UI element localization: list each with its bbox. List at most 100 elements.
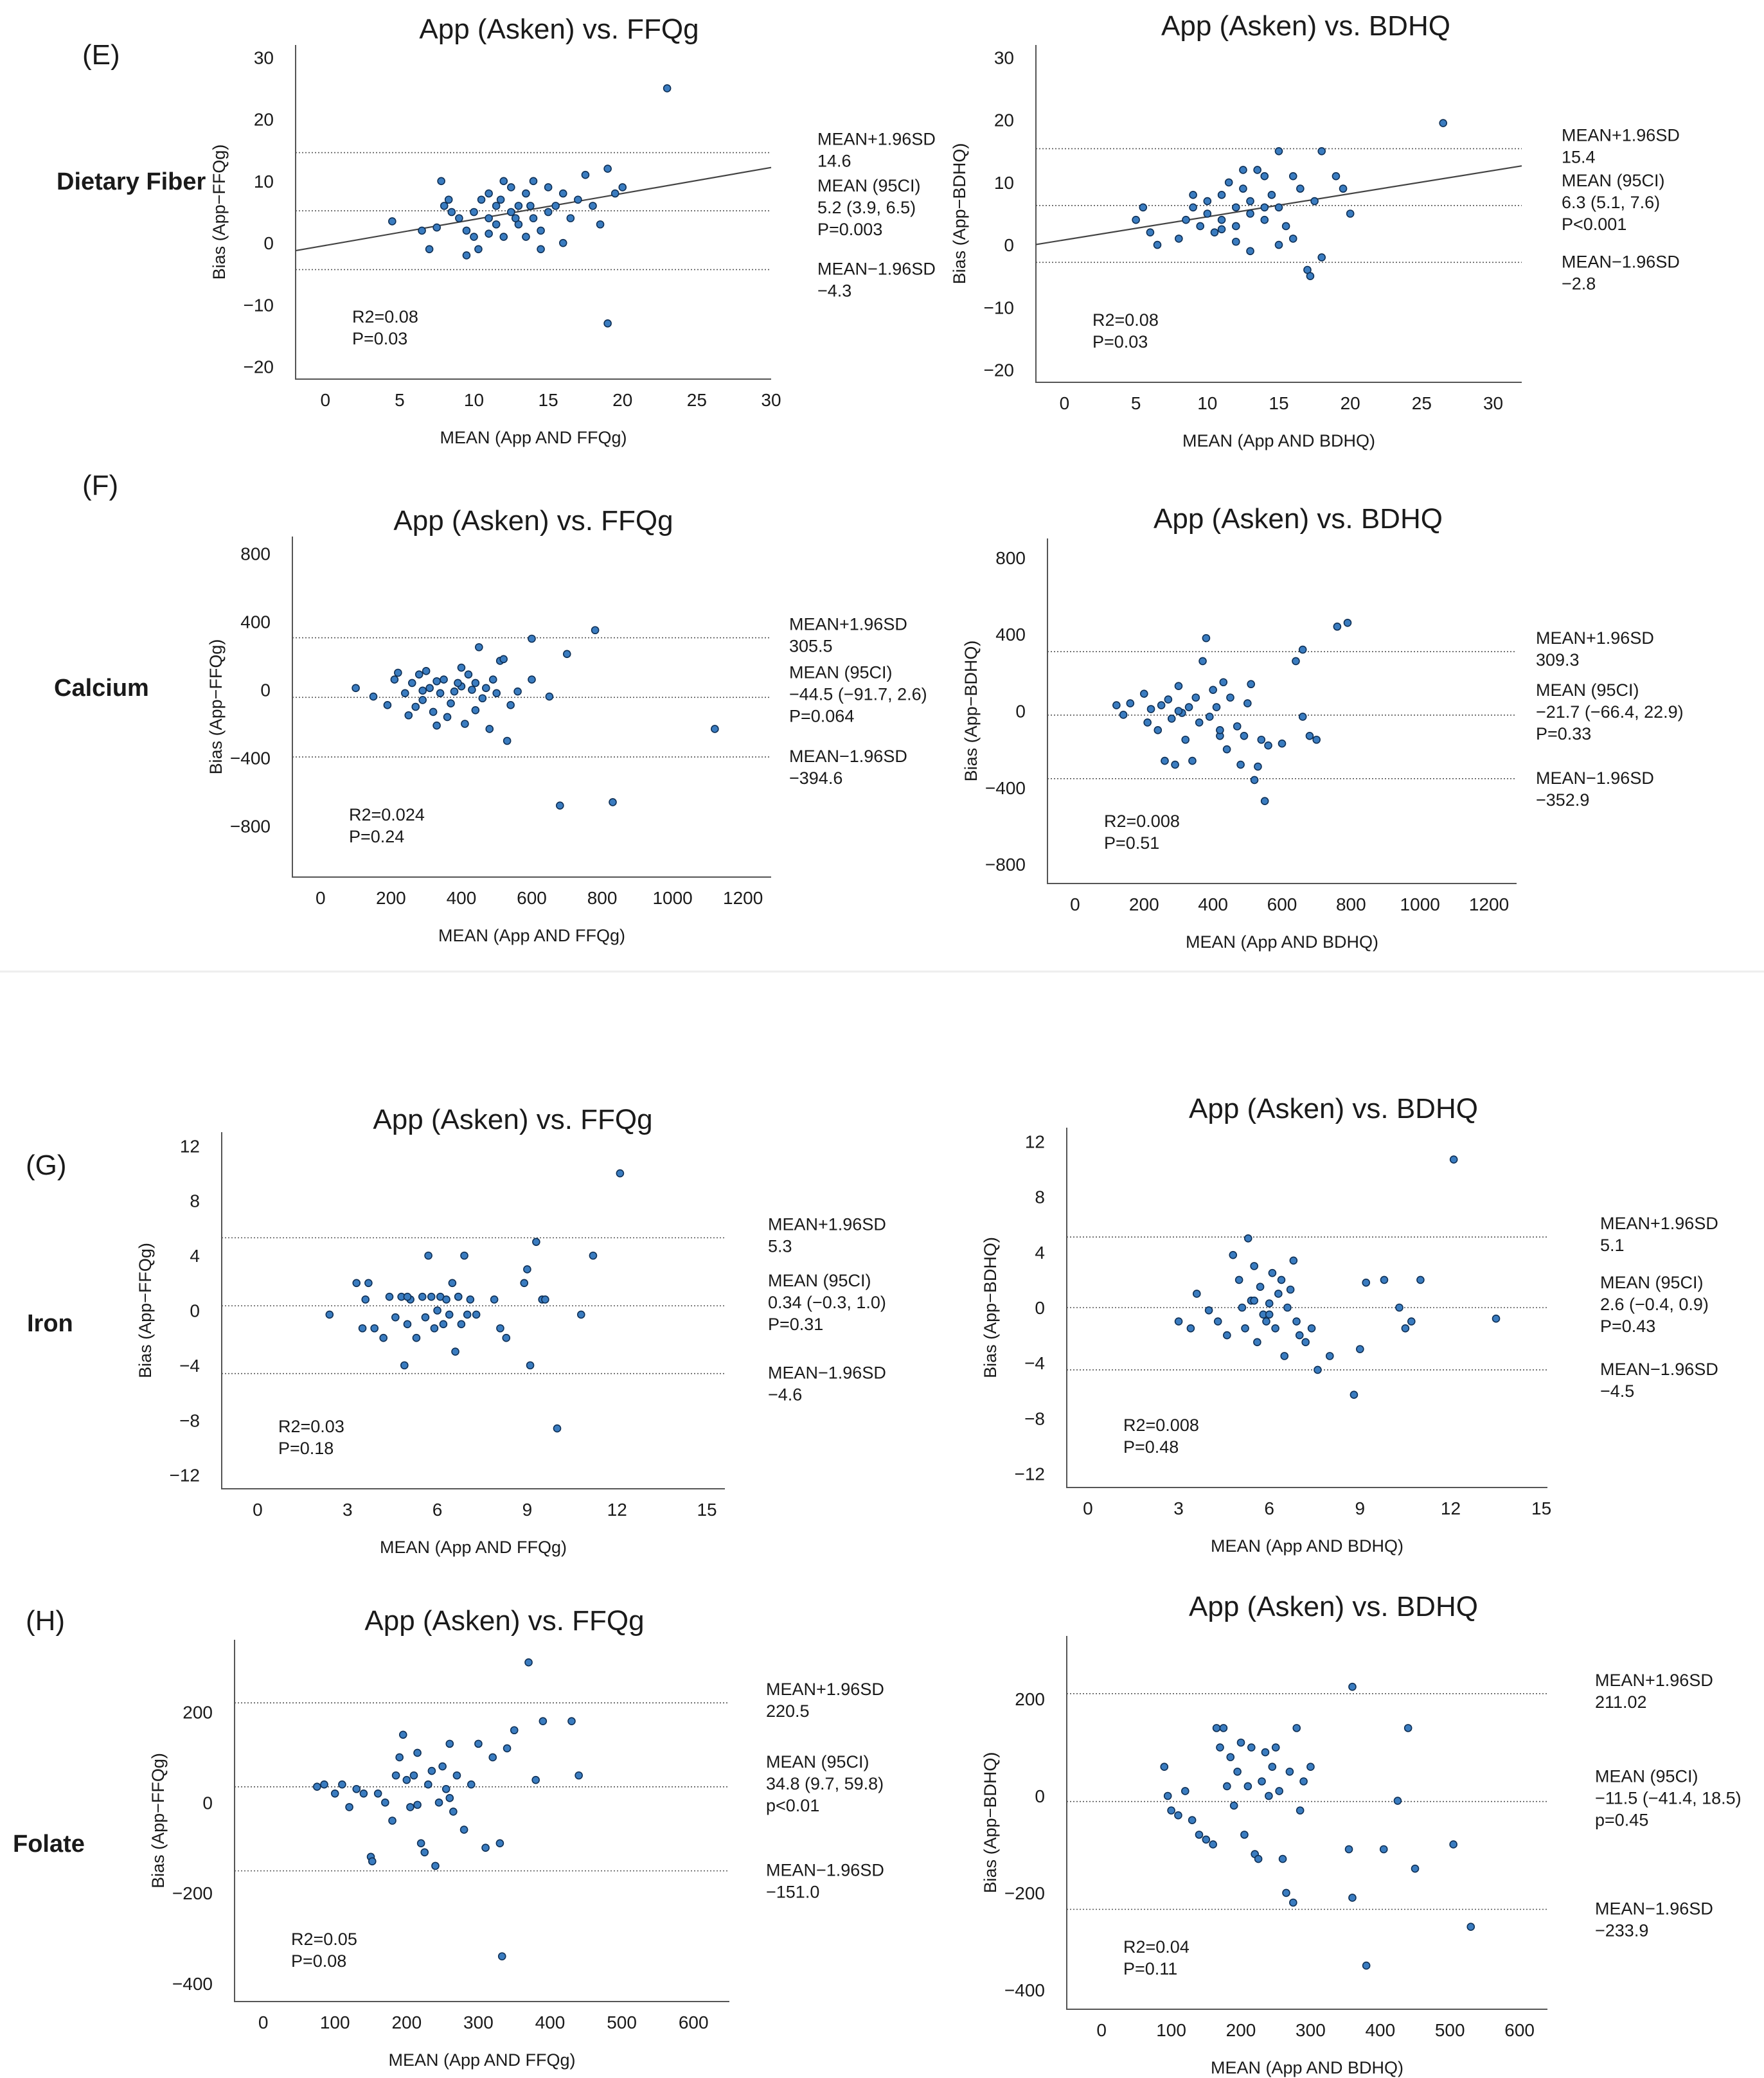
x-tick-label: 1200 — [1469, 894, 1509, 914]
data-point — [440, 675, 448, 684]
data-point — [1192, 1290, 1201, 1298]
data-point — [1260, 203, 1269, 212]
chart-title: App (Asken) vs. BDHQ — [1161, 10, 1450, 42]
y-tick-label: −20 — [244, 357, 274, 377]
annotation-mean: 5.2 (3.9, 6.5) — [817, 198, 916, 217]
annotation-upper-limit: 14.6 — [817, 152, 851, 171]
data-point — [1160, 1763, 1169, 1772]
data-point — [352, 1784, 361, 1793]
chart-f2: App (Asken) vs. BDHQ 0 200 400 600 800 1000 120… — [961, 503, 1684, 952]
data-point — [1229, 1250, 1238, 1259]
data-point — [1229, 1801, 1238, 1810]
data-point — [1217, 225, 1226, 234]
y-axis-label: Bias (App−BDHQ) — [981, 1237, 1000, 1378]
x-tick-label: 15 — [1269, 393, 1288, 413]
y-tick-label: 30 — [994, 48, 1014, 67]
data-point — [1299, 1777, 1308, 1786]
data-point — [1132, 215, 1140, 224]
data-point — [1204, 1306, 1213, 1315]
data-point — [434, 1798, 443, 1807]
data-point — [1289, 1898, 1297, 1907]
annotation-lower-limit: −394.6 — [789, 768, 842, 788]
data-point — [445, 1739, 454, 1748]
data-point — [616, 1169, 625, 1178]
x-tick-label: 1000 — [652, 888, 692, 908]
data-point — [514, 202, 523, 210]
annotation-upper-limit: MEAN+1.96SD — [817, 130, 936, 149]
data-point — [1403, 1724, 1412, 1732]
data-point — [502, 1333, 511, 1342]
data-point — [1139, 689, 1148, 698]
data-point — [1180, 1787, 1189, 1795]
annotation-mean: 6.3 (5.1, 7.6) — [1562, 193, 1660, 212]
x-tick-label: 12 — [1441, 1498, 1461, 1518]
data-point — [1466, 1923, 1475, 1931]
data-point — [391, 1771, 400, 1780]
data-point — [451, 1347, 459, 1356]
data-point — [1238, 1303, 1247, 1312]
data-point — [1175, 235, 1183, 243]
data-point — [1295, 1331, 1304, 1340]
axis-frame — [234, 1640, 729, 2002]
annotation-upper-limit: 211.02 — [1595, 1692, 1647, 1712]
annotation-upper-limit: 220.5 — [766, 1701, 810, 1721]
data-point — [531, 1775, 540, 1784]
y-tick-label: 4 — [190, 1246, 200, 1266]
annotation-mean: 2.6 (−0.4, 0.9) — [1600, 1295, 1709, 1314]
data-point — [1416, 1275, 1425, 1284]
y-tick-label: −200 — [172, 1883, 213, 1903]
annotation-mean: P=0.003 — [817, 220, 882, 239]
data-point — [551, 202, 560, 210]
data-point — [506, 701, 515, 709]
data-point — [1241, 1324, 1249, 1333]
x-tick-label: 600 — [679, 2012, 709, 2032]
data-point — [497, 1952, 506, 1960]
data-point — [1219, 678, 1228, 687]
annotation-mean: −44.5 (−91.7, 2.6) — [789, 684, 927, 704]
data-point — [1119, 711, 1128, 719]
data-point — [1265, 1791, 1273, 1800]
annotation-mean: P<0.001 — [1562, 215, 1626, 234]
data-point — [1332, 172, 1341, 181]
data-point — [1164, 695, 1173, 704]
data-point — [1282, 1888, 1290, 1897]
y-tick-label: 12 — [180, 1136, 200, 1156]
data-point — [545, 692, 554, 701]
data-point — [528, 634, 536, 643]
data-point — [1411, 1864, 1420, 1873]
data-point — [1196, 222, 1205, 231]
data-point — [1401, 1324, 1410, 1333]
data-point — [1231, 237, 1240, 246]
data-point — [464, 670, 473, 679]
x-tick-label: 12 — [607, 1500, 627, 1520]
data-point — [496, 195, 505, 204]
data-point — [454, 679, 462, 688]
data-point — [403, 1292, 412, 1301]
data-point — [1216, 1743, 1224, 1752]
chart-title: App (Asken) vs. BDHQ — [1189, 1591, 1478, 1622]
data-point — [385, 1292, 394, 1301]
data-point — [1260, 797, 1269, 806]
x-tick-label: 0 — [1060, 393, 1070, 413]
data-point — [1188, 756, 1197, 765]
x-tick-label: 400 — [447, 888, 477, 908]
data-point — [460, 1251, 468, 1260]
data-point — [1268, 1268, 1277, 1277]
axis-frame — [1066, 1128, 1547, 1488]
data-point — [1258, 1777, 1266, 1786]
annotation-upper-limit: MEAN+1.96SD — [768, 1214, 886, 1234]
data-point — [427, 1766, 436, 1775]
data-point — [402, 1775, 411, 1784]
y-tick-label: 20 — [254, 110, 274, 130]
data-point — [1267, 191, 1276, 199]
data-point — [418, 226, 426, 235]
data-point — [461, 720, 469, 728]
data-point — [1189, 203, 1197, 212]
data-point — [449, 1807, 458, 1816]
data-point — [524, 1658, 533, 1667]
data-point — [1239, 184, 1247, 193]
data-point — [459, 1825, 468, 1834]
data-point — [1157, 701, 1166, 709]
data-point — [492, 202, 501, 210]
